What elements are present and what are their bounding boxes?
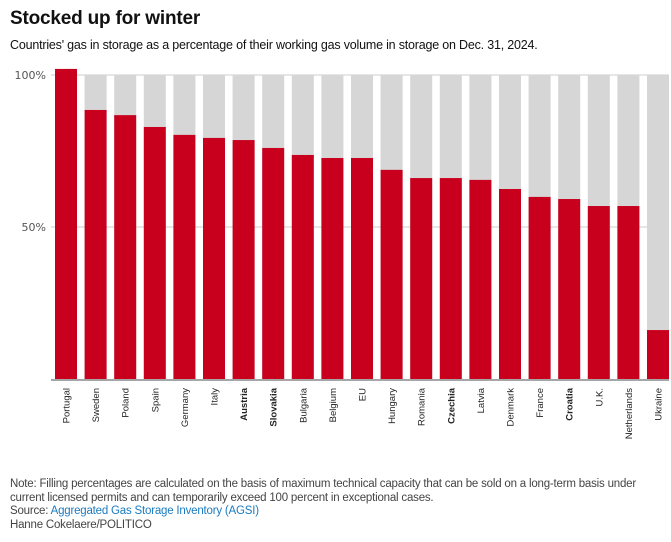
bar-italy xyxy=(203,137,225,379)
bar-netherlands xyxy=(617,206,640,379)
x-tick-label: Italy xyxy=(210,388,221,406)
x-tick-label: Czechia xyxy=(446,387,457,424)
capacity-bar xyxy=(647,75,669,379)
chart-subtitle: Countries' gas in storage as a percentag… xyxy=(10,38,538,52)
bar-uk xyxy=(587,206,610,379)
source-line: Source: Aggregated Gas Storage Inventory… xyxy=(10,505,671,519)
source-prefix: Source: xyxy=(10,505,51,517)
x-axis-labels: Portugal Sweden Poland Spain Germany Italy Aus… xyxy=(62,387,665,439)
x-tick-label: Portugal xyxy=(62,388,73,423)
x-tick-label: Spain xyxy=(150,388,161,412)
bar-poland xyxy=(114,115,137,380)
bar-eu xyxy=(351,157,373,379)
bar-belgium xyxy=(321,157,344,379)
x-tick-label: Denmark xyxy=(506,388,517,427)
bar-romania xyxy=(410,178,433,379)
bar-croatia xyxy=(558,199,581,379)
x-tick-label: Hungary xyxy=(387,388,398,424)
x-tick-label: Ukraine xyxy=(654,388,665,421)
x-tick-label: France xyxy=(535,388,546,418)
x-tick-label: Bulgaria xyxy=(298,387,309,423)
x-tick-label: Croatia xyxy=(565,387,576,420)
bar-hungary xyxy=(380,169,403,379)
x-tick-label: Netherlands xyxy=(624,388,635,439)
x-tick-label: U.K. xyxy=(594,388,605,406)
x-tick-label: EU xyxy=(358,388,369,401)
axes: 100% 50% xyxy=(15,69,669,381)
chart-footer: Note: Filling percentages are calculated… xyxy=(10,478,671,532)
storage-bars xyxy=(55,68,669,380)
x-tick-label: Poland xyxy=(121,388,132,418)
bar-denmark xyxy=(499,189,521,379)
x-tick-label: Germany xyxy=(180,388,191,427)
y-tick-label: 100% xyxy=(15,69,46,82)
bar-latvia xyxy=(469,179,492,379)
credit: Hanne Cokelaere/POLITICO xyxy=(10,518,152,531)
bar-sweden xyxy=(84,109,107,380)
bar-ukraine xyxy=(647,330,669,379)
y-tick-label: 50% xyxy=(22,221,46,234)
bar-czechia xyxy=(439,178,462,379)
x-tick-label: Latvia xyxy=(476,387,487,413)
footnote: Note: Filling percentages are calculated… xyxy=(10,478,636,504)
x-tick-label: Romania xyxy=(417,387,428,426)
bar-spain xyxy=(143,126,166,379)
x-tick-label: Sweden xyxy=(91,388,102,422)
source-link[interactable]: Aggregated Gas Storage Inventory (AGSI) xyxy=(50,505,259,517)
bar-slovakia xyxy=(262,147,285,379)
x-tick-label: Belgium xyxy=(328,388,339,422)
x-tick-label: Austria xyxy=(239,387,250,420)
bar-germany xyxy=(173,134,196,379)
bar-portugal xyxy=(55,68,77,380)
bar-france xyxy=(528,196,551,379)
bar-austria xyxy=(232,140,255,379)
chart-title: Stocked up for winter xyxy=(10,8,201,29)
bar-bulgaria xyxy=(291,154,314,379)
bar-chart: 100% 50% Portugal Sweden Poland Spain Germany… xyxy=(15,68,669,439)
x-tick-label: Slovakia xyxy=(269,387,280,426)
